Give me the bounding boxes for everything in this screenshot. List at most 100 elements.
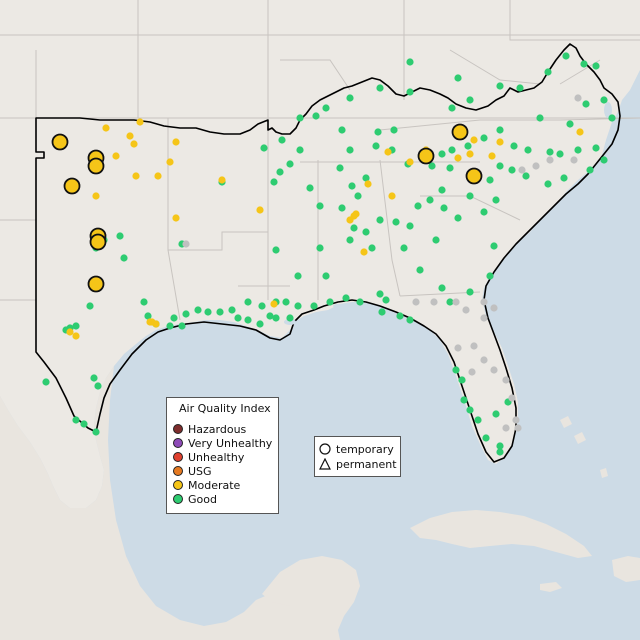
moderate-station-marker[interactable]: [488, 152, 496, 160]
no-data-station-marker[interactable]: [574, 94, 582, 102]
moderate-station-marker[interactable]: [346, 216, 354, 224]
no-data-station-marker[interactable]: [508, 394, 516, 402]
good-station-marker[interactable]: [322, 104, 330, 112]
moderate-temporary-station-marker[interactable]: [51, 133, 69, 151]
good-station-marker[interactable]: [278, 136, 286, 144]
good-station-marker[interactable]: [338, 204, 346, 212]
good-station-marker[interactable]: [600, 96, 608, 104]
no-data-station-marker[interactable]: [502, 376, 510, 384]
good-station-marker[interactable]: [592, 62, 600, 70]
moderate-station-marker[interactable]: [112, 152, 120, 160]
good-station-marker[interactable]: [170, 314, 178, 322]
moderate-station-marker[interactable]: [406, 158, 414, 166]
no-data-station-marker[interactable]: [518, 166, 526, 174]
moderate-temporary-station-marker[interactable]: [87, 157, 105, 175]
good-station-marker[interactable]: [338, 126, 346, 134]
good-station-marker[interactable]: [586, 166, 594, 174]
moderate-station-marker[interactable]: [166, 158, 174, 166]
good-station-marker[interactable]: [296, 114, 304, 122]
good-station-marker[interactable]: [522, 172, 530, 180]
moderate-station-marker[interactable]: [466, 150, 474, 158]
good-station-marker[interactable]: [376, 84, 384, 92]
no-data-station-marker[interactable]: [490, 304, 498, 312]
good-station-marker[interactable]: [406, 88, 414, 96]
good-station-marker[interactable]: [354, 192, 362, 200]
moderate-station-marker[interactable]: [92, 192, 100, 200]
moderate-temporary-station-marker[interactable]: [89, 233, 107, 251]
good-station-marker[interactable]: [286, 160, 294, 168]
good-station-marker[interactable]: [258, 302, 266, 310]
good-station-marker[interactable]: [446, 164, 454, 172]
no-data-station-marker[interactable]: [502, 424, 510, 432]
good-station-marker[interactable]: [140, 298, 148, 306]
good-station-marker[interactable]: [182, 310, 190, 318]
good-station-marker[interactable]: [508, 166, 516, 174]
station-markers[interactable]: [42, 52, 616, 456]
good-station-marker[interactable]: [496, 448, 504, 456]
no-data-station-marker[interactable]: [532, 162, 540, 170]
moderate-station-marker[interactable]: [270, 300, 278, 308]
good-station-marker[interactable]: [346, 94, 354, 102]
moderate-temporary-station-marker[interactable]: [87, 275, 105, 293]
moderate-station-marker[interactable]: [496, 138, 504, 146]
good-station-marker[interactable]: [496, 126, 504, 134]
moderate-station-marker[interactable]: [364, 180, 372, 188]
good-station-marker[interactable]: [194, 306, 202, 314]
good-station-marker[interactable]: [446, 298, 454, 306]
good-station-marker[interactable]: [316, 202, 324, 210]
good-station-marker[interactable]: [466, 288, 474, 296]
good-station-marker[interactable]: [376, 216, 384, 224]
good-station-marker[interactable]: [228, 306, 236, 314]
no-data-station-marker[interactable]: [452, 298, 460, 306]
moderate-station-marker[interactable]: [454, 154, 462, 162]
good-station-marker[interactable]: [144, 312, 152, 320]
no-data-station-marker[interactable]: [470, 342, 478, 350]
good-station-marker[interactable]: [312, 112, 320, 120]
moderate-station-marker[interactable]: [172, 214, 180, 222]
good-station-marker[interactable]: [116, 232, 124, 240]
good-station-marker[interactable]: [432, 236, 440, 244]
good-station-marker[interactable]: [296, 146, 304, 154]
no-data-station-marker[interactable]: [480, 356, 488, 364]
moderate-station-marker[interactable]: [388, 192, 396, 200]
good-station-marker[interactable]: [286, 314, 294, 322]
good-station-marker[interactable]: [466, 406, 474, 414]
good-station-marker[interactable]: [348, 182, 356, 190]
good-station-marker[interactable]: [392, 218, 400, 226]
good-station-marker[interactable]: [400, 244, 408, 252]
good-station-marker[interactable]: [562, 52, 570, 60]
good-station-marker[interactable]: [560, 174, 568, 182]
good-station-marker[interactable]: [390, 126, 398, 134]
good-station-marker[interactable]: [510, 142, 518, 150]
good-station-marker[interactable]: [346, 146, 354, 154]
good-station-marker[interactable]: [306, 184, 314, 192]
moderate-station-marker[interactable]: [132, 172, 140, 180]
good-station-marker[interactable]: [438, 284, 446, 292]
moderate-station-marker[interactable]: [66, 328, 74, 336]
no-data-station-marker[interactable]: [462, 306, 470, 314]
good-station-marker[interactable]: [438, 186, 446, 194]
good-station-marker[interactable]: [608, 114, 616, 122]
good-station-marker[interactable]: [376, 290, 384, 298]
good-station-marker[interactable]: [86, 302, 94, 310]
moderate-station-marker[interactable]: [154, 172, 162, 180]
good-station-marker[interactable]: [464, 142, 472, 150]
good-station-marker[interactable]: [496, 442, 504, 450]
moderate-station-marker[interactable]: [148, 318, 156, 326]
moderate-station-marker[interactable]: [470, 136, 478, 144]
good-station-marker[interactable]: [480, 134, 488, 142]
moderate-station-marker[interactable]: [130, 140, 138, 148]
moderate-station-marker[interactable]: [102, 124, 110, 132]
good-station-marker[interactable]: [592, 144, 600, 152]
moderate-station-marker[interactable]: [352, 210, 360, 218]
good-station-marker[interactable]: [362, 174, 370, 182]
moderate-station-marker[interactable]: [126, 132, 134, 140]
moderate-station-marker[interactable]: [218, 176, 226, 184]
good-station-marker[interactable]: [382, 296, 390, 304]
good-station-marker[interactable]: [574, 146, 582, 154]
no-data-station-marker[interactable]: [514, 424, 522, 432]
good-station-marker[interactable]: [438, 150, 446, 158]
moderate-temporary-station-marker[interactable]: [417, 147, 435, 165]
good-station-marker[interactable]: [466, 96, 474, 104]
